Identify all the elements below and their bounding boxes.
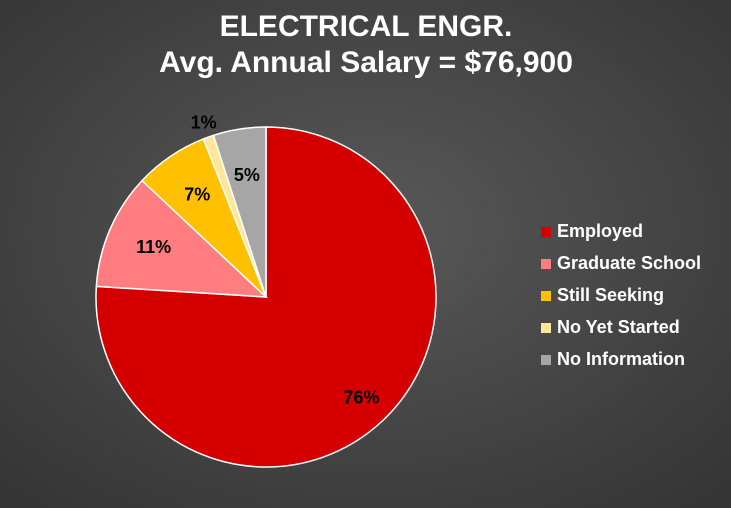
legend-label: Still Seeking xyxy=(557,285,664,305)
pie-slice xyxy=(212,126,267,298)
data-label: 76% xyxy=(343,387,379,407)
pie-slice xyxy=(95,126,437,468)
chart-title: ELECTRICAL ENGR. xyxy=(220,10,513,43)
legend-label: Employed xyxy=(557,221,643,241)
data-label: 11% xyxy=(136,237,171,257)
data-label: 7% xyxy=(184,185,210,205)
legend-label: No Information xyxy=(557,349,685,369)
chart-subtitle: Avg. Annual Salary = $76,900 xyxy=(159,46,573,79)
legend-marker xyxy=(541,227,551,237)
legend-label: No Yet Started xyxy=(557,317,680,337)
legend-label: Graduate School xyxy=(557,253,701,273)
pie-slice xyxy=(95,179,269,298)
legend-marker xyxy=(541,323,551,333)
legend-marker xyxy=(541,355,551,365)
legend-marker xyxy=(541,291,551,301)
data-label: 5% xyxy=(234,165,260,185)
legend-marker xyxy=(541,259,551,269)
data-label: 1% xyxy=(191,113,217,133)
